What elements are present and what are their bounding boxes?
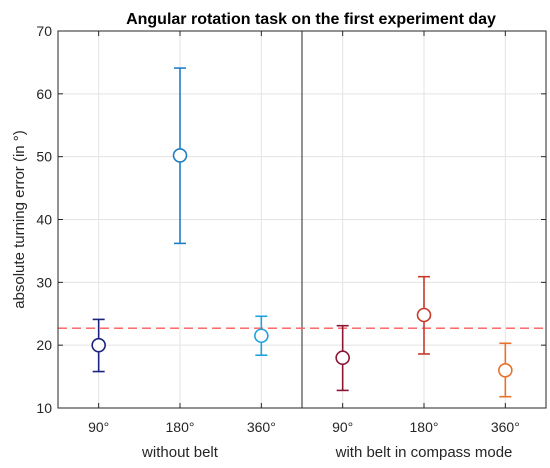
group-label-with-belt: with belt in compass mode (335, 444, 513, 461)
plot-frame (57, 30, 547, 409)
data-points (91, 67, 513, 398)
y-tick-label: 40 (36, 212, 52, 228)
x-tick-label: 90° (332, 419, 353, 435)
mean-marker (172, 148, 188, 163)
y-tick-label: 30 (36, 274, 52, 290)
x-tick-label: 360° (247, 419, 276, 435)
y-tick-label: 50 (36, 149, 52, 165)
y-axis-ticks: 10 20 30 40 50 60 70 (36, 23, 546, 416)
y-tick-label: 70 (36, 23, 52, 39)
mean-marker (254, 328, 269, 344)
data-point (172, 67, 188, 245)
mean-marker (335, 350, 350, 366)
data-point (498, 342, 513, 398)
x-tick-label: 180° (410, 419, 439, 435)
x-tick-label: 360° (491, 419, 520, 435)
x-tick-label: 90° (88, 419, 109, 435)
y-axis-label: absolute turning error (in °) (11, 130, 28, 309)
mean-marker (498, 362, 513, 378)
x-axis-ticks: 90° 180° 360° 90° 180° 360° (88, 31, 520, 435)
y-tick-label: 10 (36, 400, 52, 416)
data-point (335, 324, 350, 392)
chart-title: Angular rotation task on the first exper… (126, 11, 496, 28)
data-point (416, 275, 432, 355)
mean-marker (416, 307, 432, 323)
y-tick-label: 20 (36, 337, 52, 353)
y-tick-label: 60 (36, 86, 52, 102)
mean-marker (91, 337, 106, 353)
data-point (91, 318, 106, 373)
x-tick-label: 180° (166, 419, 195, 435)
group-label-without-belt: without belt (141, 444, 219, 461)
data-point (254, 315, 269, 357)
